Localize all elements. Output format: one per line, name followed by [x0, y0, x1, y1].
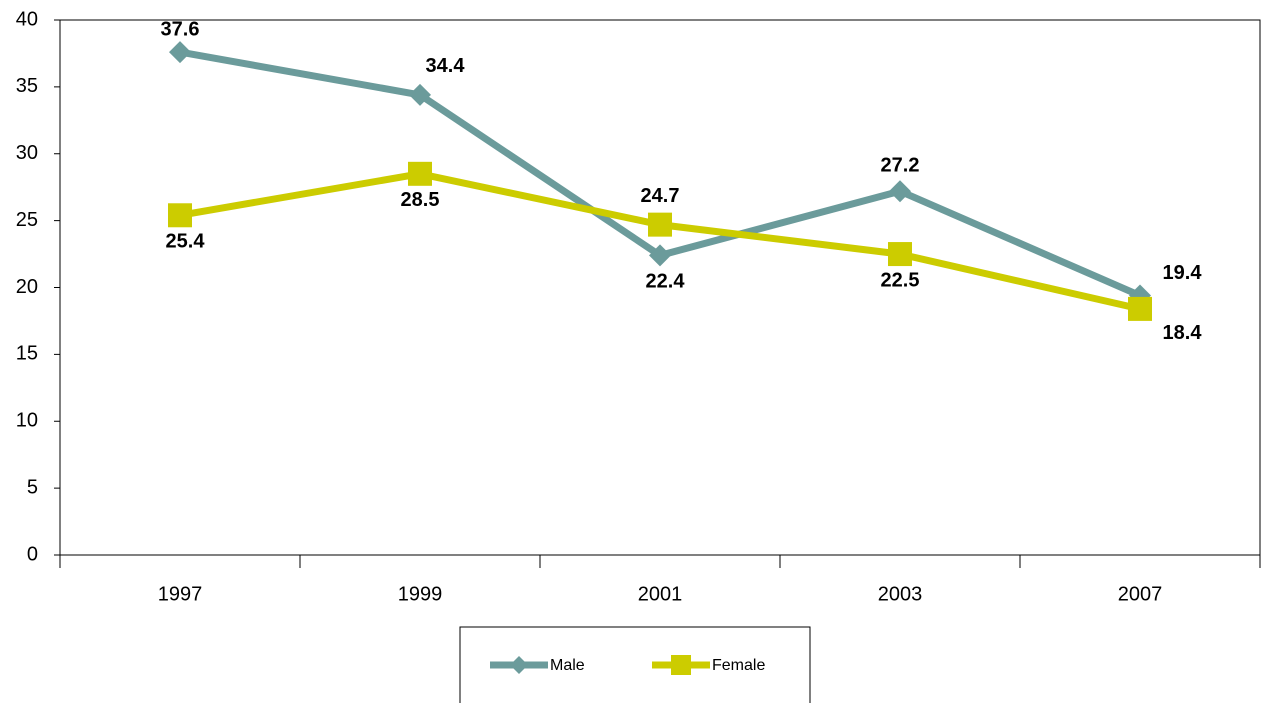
marker [888, 242, 912, 267]
marker [408, 161, 432, 186]
data-label: 18.4 [1163, 322, 1203, 344]
y-tick-label: 20 [16, 276, 38, 298]
marker [409, 83, 431, 106]
y-tick-label: 40 [16, 8, 38, 30]
x-tick-label: 1999 [398, 583, 443, 605]
y-tick-label: 25 [16, 209, 38, 231]
data-label: 24.7 [641, 185, 680, 207]
data-label: 22.5 [881, 269, 920, 291]
y-tick-label: 10 [16, 410, 38, 432]
y-tick-label: 0 [27, 543, 38, 565]
data-label: 34.4 [426, 55, 466, 77]
data-label: 19.4 [1163, 262, 1203, 284]
data-label: 28.5 [401, 189, 440, 211]
marker [648, 212, 672, 237]
data-label: 25.4 [166, 231, 206, 253]
legend-box [459, 626, 811, 703]
marker [889, 180, 911, 203]
legend-marker [510, 656, 528, 674]
marker [1128, 296, 1152, 321]
marker [169, 41, 191, 64]
legend-label: Male [550, 657, 585, 674]
x-tick-label: 2001 [638, 583, 683, 605]
marker [649, 244, 671, 267]
x-tick-label: 2007 [1118, 583, 1163, 605]
legend-label: Female [712, 657, 765, 674]
y-tick-label: 15 [16, 343, 38, 365]
y-tick-label: 5 [27, 476, 38, 498]
legend-marker [671, 655, 691, 675]
x-tick-label: 2003 [878, 583, 923, 605]
data-label: 22.4 [646, 271, 686, 293]
y-tick-label: 35 [16, 75, 38, 97]
data-label: 37.6 [161, 18, 200, 40]
data-label: 27.2 [881, 154, 920, 176]
y-tick-label: 30 [16, 142, 38, 164]
x-tick-label: 1997 [158, 583, 203, 605]
marker [168, 203, 192, 228]
